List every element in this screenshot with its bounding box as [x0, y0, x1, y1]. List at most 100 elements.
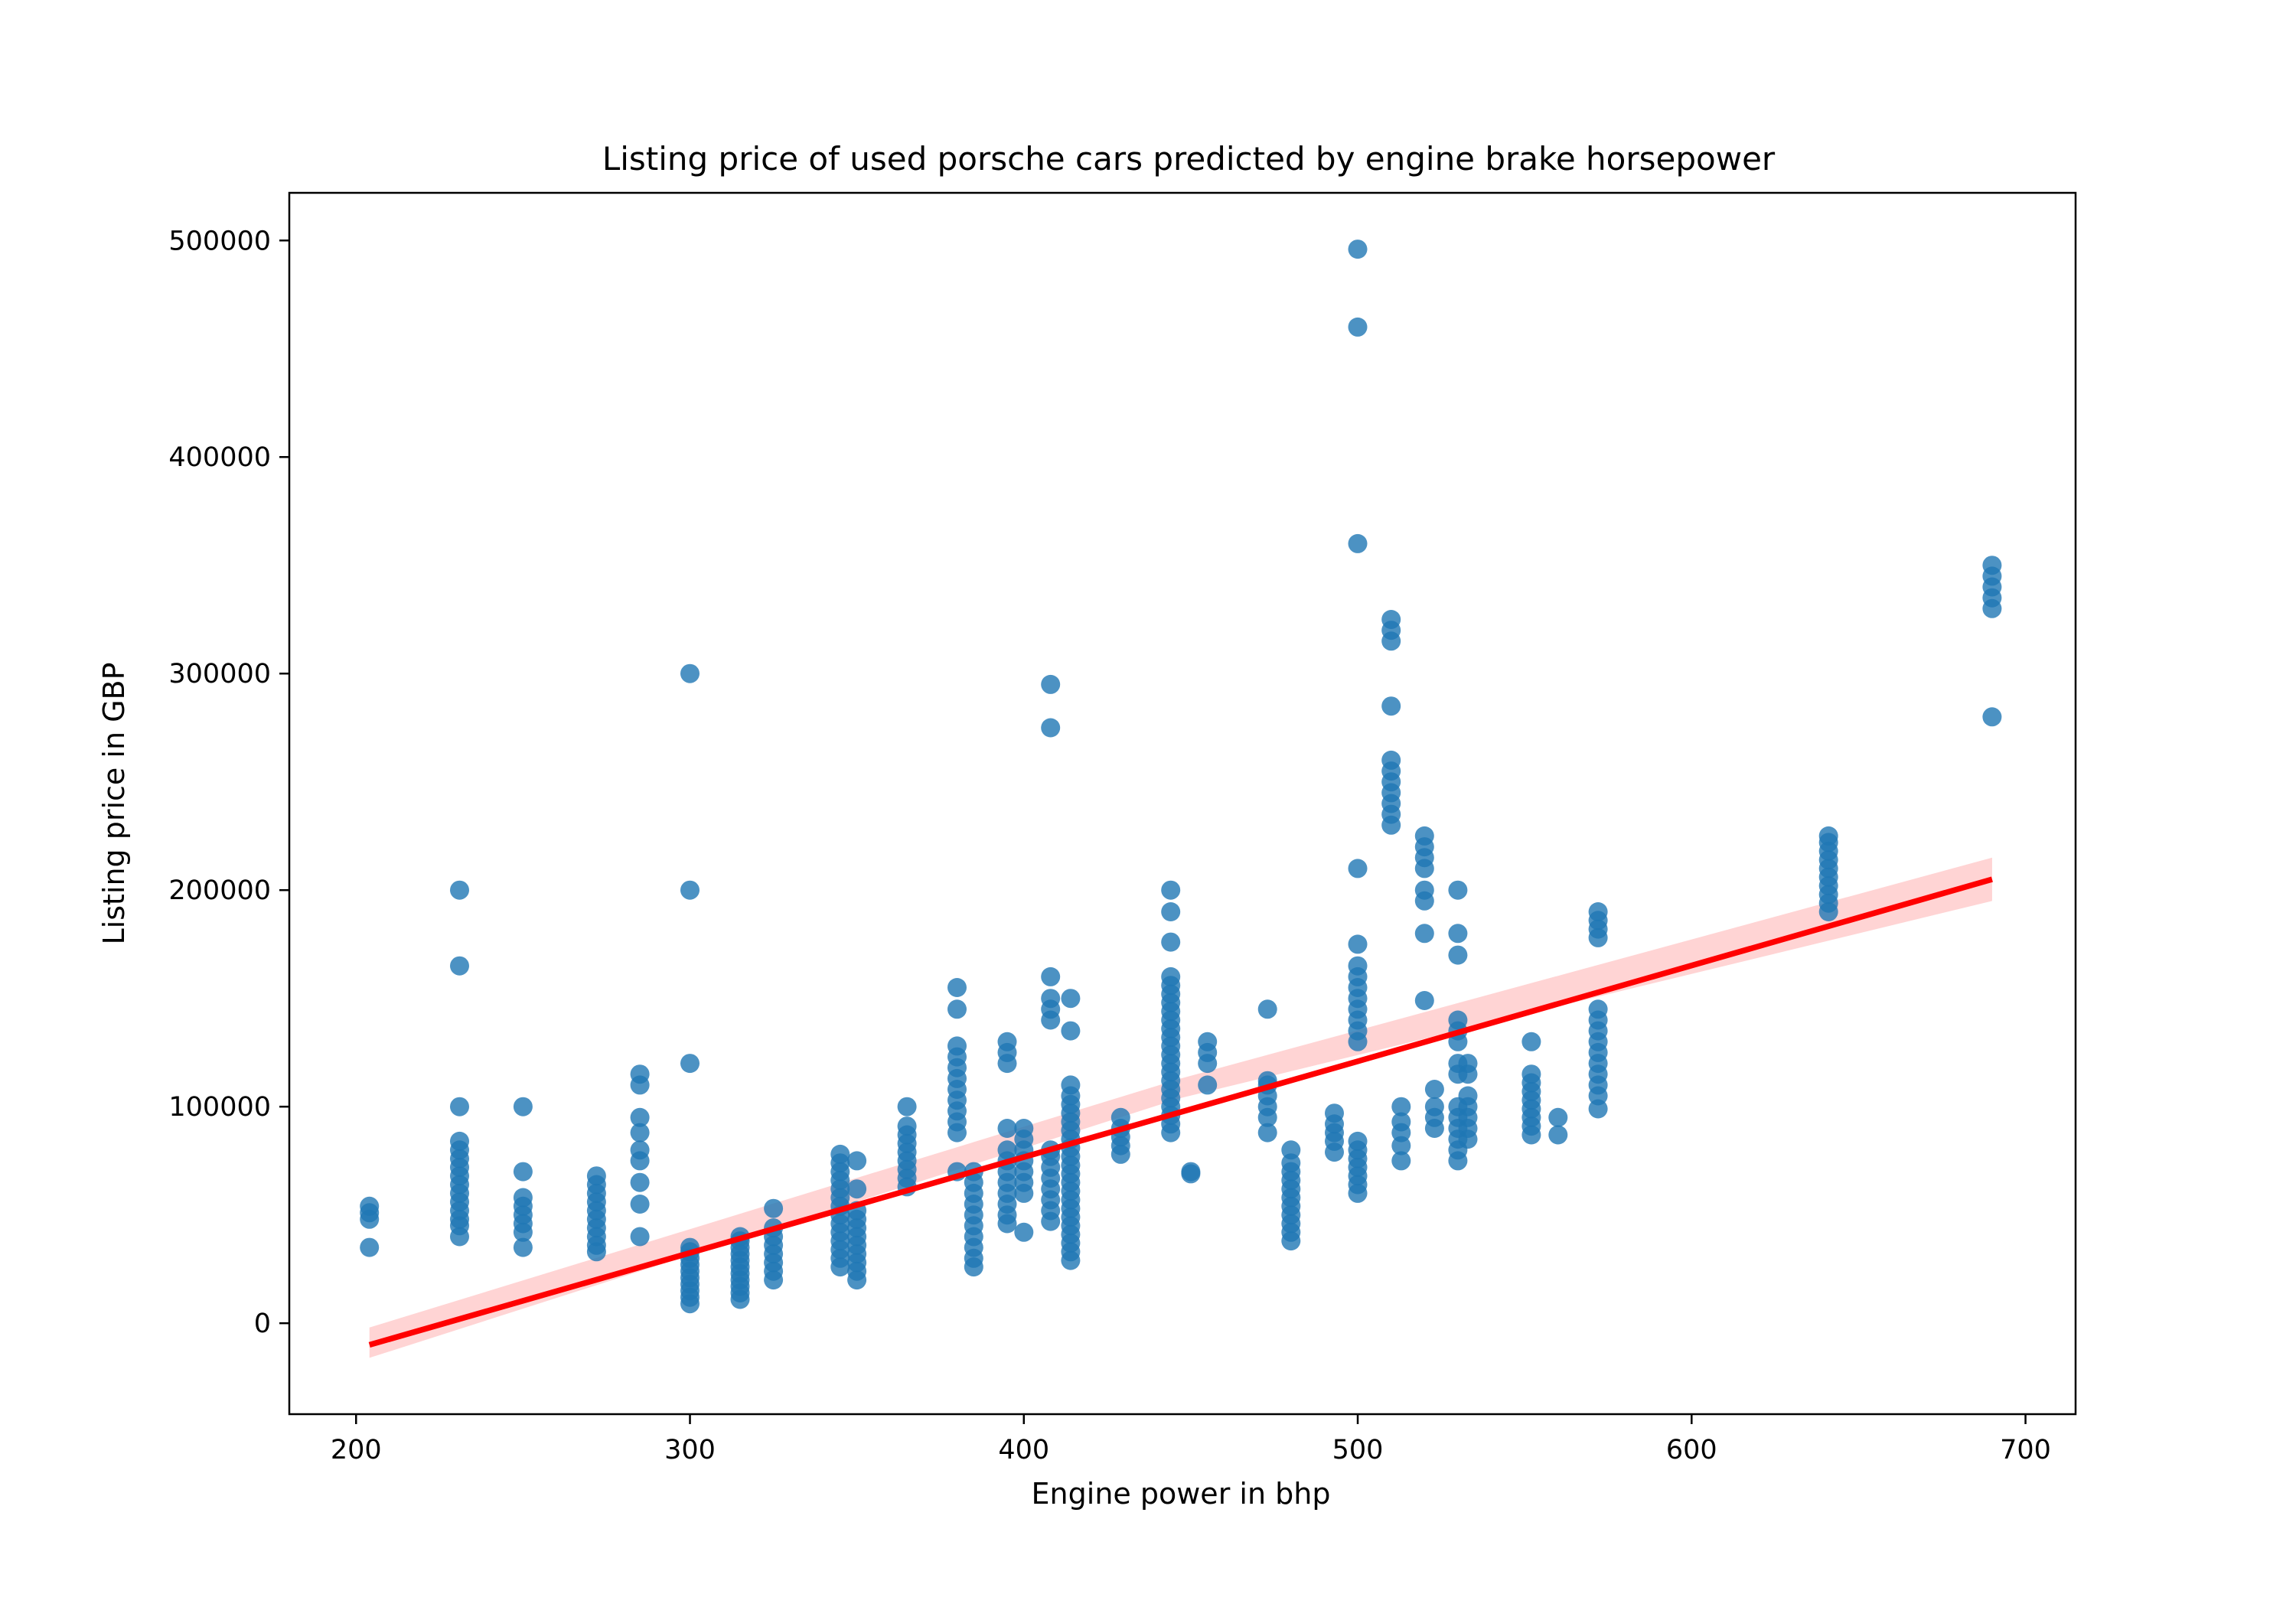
y-axis-label: Listing price in GBP: [97, 662, 131, 944]
scatter-point: [1348, 859, 1368, 878]
scatter-point: [450, 1131, 469, 1151]
scatter-point: [1548, 1107, 1568, 1127]
confidence-band: [369, 857, 1992, 1358]
scatter-point: [630, 1227, 650, 1247]
scatter-point: [1198, 1032, 1218, 1051]
scatter-point: [847, 1151, 867, 1171]
scatter-point: [1424, 1080, 1444, 1099]
scatter-point: [1448, 924, 1468, 944]
scatter-point: [1818, 826, 1838, 846]
scatter-point: [1414, 924, 1434, 944]
scatter-point: [1161, 902, 1181, 921]
scatter-point: [630, 1140, 650, 1160]
scatter-point: [897, 1116, 917, 1136]
scatter-point: [1381, 696, 1401, 716]
scatter-point: [1348, 240, 1368, 259]
x-tick-label: 400: [998, 1435, 1049, 1465]
scatter-point: [630, 1123, 650, 1143]
scatter-point: [1414, 826, 1434, 846]
scatter-point: [1257, 1123, 1277, 1143]
plot-area: [360, 240, 2002, 1358]
scatter-point: [513, 1162, 533, 1182]
scatter-point: [1348, 1131, 1368, 1151]
scatter-point: [1391, 1112, 1411, 1132]
scatter-point: [513, 1188, 533, 1208]
scatter-point: [630, 1195, 650, 1214]
scatter-point: [1414, 880, 1434, 900]
scatter-point: [630, 1064, 650, 1084]
x-tick-label: 300: [664, 1435, 716, 1465]
scatter-point: [1448, 1010, 1468, 1030]
scatter-point: [1041, 966, 1061, 986]
scatter-point: [1161, 966, 1181, 986]
x-tick-label: 500: [1332, 1435, 1384, 1465]
scatter-point: [830, 1144, 850, 1164]
scatter-point: [1391, 1151, 1411, 1171]
scatter-point: [1448, 945, 1468, 965]
y-tick-label: 200000: [168, 875, 271, 906]
scatter-point: [997, 1119, 1017, 1138]
x-axis-ticks: 200 300 400 500 600 700: [331, 1414, 2051, 1465]
scatter-point: [1181, 1162, 1201, 1182]
scatter-point: [586, 1166, 606, 1186]
x-axis-label: Engine power in bhp: [1032, 1477, 1331, 1511]
scatter-point: [1521, 1064, 1541, 1084]
y-tick-label: 100000: [168, 1092, 271, 1123]
scatter-point: [1414, 991, 1434, 1010]
y-tick-label: 400000: [168, 442, 271, 473]
scatter-point: [630, 1172, 650, 1192]
scatter-point: [1161, 932, 1181, 952]
scatter-point: [897, 1097, 917, 1116]
scatter-point: [1982, 707, 2002, 727]
scatter-point: [1348, 934, 1368, 954]
scatter-point: [630, 1107, 650, 1127]
scatter-point: [1588, 902, 1608, 921]
x-tick-label: 200: [331, 1435, 382, 1465]
scatter-point: [1257, 999, 1277, 1019]
x-tick-label: 600: [1666, 1435, 1717, 1465]
scatter-point: [680, 663, 700, 683]
scatter-point: [997, 1140, 1017, 1160]
scatter-point: [1061, 989, 1081, 1009]
scatter-point: [1548, 1125, 1568, 1145]
scatter-point: [947, 999, 967, 1019]
scatter-point: [947, 1036, 967, 1056]
scatter-point: [1110, 1107, 1130, 1127]
scatter-point: [1458, 1054, 1478, 1074]
x-tick-label: 700: [2000, 1435, 2051, 1465]
scatter-point: [360, 1196, 380, 1216]
scatter-point: [1588, 999, 1608, 1019]
scatter-point: [1391, 1097, 1411, 1116]
scatter-point: [1348, 533, 1368, 553]
scatter-point: [1281, 1140, 1301, 1160]
scatter-point: [1521, 1032, 1541, 1051]
scatter-point: [1014, 1222, 1034, 1242]
scatter-point: [1161, 880, 1181, 900]
regression-line: [368, 876, 1993, 1348]
scatter-point: [1198, 1075, 1218, 1095]
scatter-point: [680, 1054, 700, 1074]
scatter-point: [764, 1198, 784, 1218]
scatter-points: [360, 240, 2002, 1314]
scatter-point: [847, 1179, 867, 1199]
scatter-point: [1982, 556, 2002, 575]
scatter-point: [513, 1237, 533, 1257]
chart-title: Listing price of used porsche cars predi…: [602, 140, 1776, 178]
scatter-point: [450, 1097, 469, 1116]
y-tick-label: 500000: [168, 226, 271, 256]
scatter-point: [1348, 317, 1368, 337]
scatter-point: [450, 880, 469, 900]
scatter-point: [1381, 750, 1401, 770]
scatter-point: [1348, 956, 1368, 976]
scatter-point: [1041, 989, 1061, 1009]
scatter-point: [1041, 674, 1061, 694]
scatter-point: [1325, 1103, 1344, 1123]
scatter-point: [1381, 610, 1401, 629]
scatter-point: [1061, 1021, 1081, 1041]
scatter-point: [1014, 1119, 1034, 1138]
scatter-point: [1458, 1086, 1478, 1106]
axes-frame: [288, 191, 2077, 1416]
scatter-point: [947, 978, 967, 997]
y-axis-ticks: 0 100000 200000 300000 400000 500000: [168, 226, 289, 1339]
